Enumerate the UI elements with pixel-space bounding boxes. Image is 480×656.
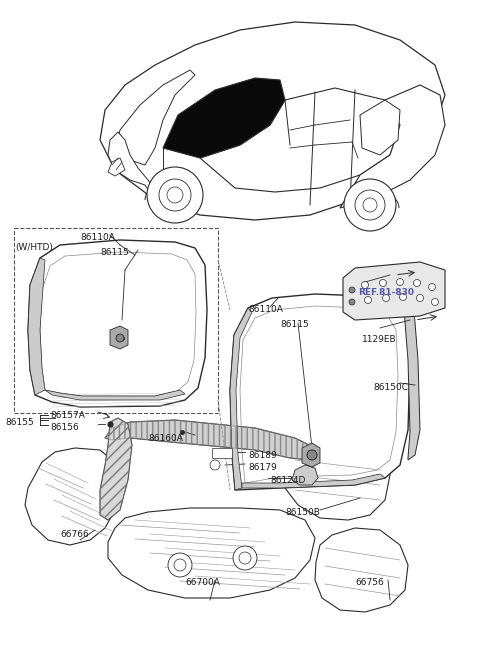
Circle shape [116,334,124,342]
Polygon shape [302,443,320,467]
Polygon shape [212,448,232,458]
Circle shape [349,299,355,305]
Bar [14,228,218,413]
Polygon shape [343,262,445,320]
Text: 86115: 86115 [100,248,129,257]
Circle shape [364,297,372,304]
Circle shape [413,279,420,287]
Text: 66756: 66756 [355,578,384,587]
Polygon shape [315,528,408,612]
Text: 86150B: 86150B [285,508,320,517]
Polygon shape [100,418,132,520]
Polygon shape [285,442,390,520]
Circle shape [417,295,423,302]
Circle shape [210,460,220,470]
Text: 86155: 86155 [5,418,34,427]
Circle shape [349,287,355,293]
Polygon shape [40,252,196,396]
Polygon shape [28,240,207,407]
Polygon shape [163,78,285,158]
Text: 86179: 86179 [248,463,277,472]
Polygon shape [360,100,400,155]
Circle shape [167,187,183,203]
Polygon shape [242,474,385,488]
Polygon shape [108,158,125,176]
Text: REF.81-830: REF.81-830 [358,288,414,297]
Circle shape [399,293,407,300]
Text: 86115: 86115 [280,320,309,329]
Polygon shape [200,88,400,192]
Polygon shape [240,306,398,483]
Text: 66700A: 66700A [185,578,220,587]
Circle shape [307,450,317,460]
Polygon shape [230,308,252,490]
Text: 86189: 86189 [248,451,277,460]
Polygon shape [25,448,118,545]
Text: 86160A: 86160A [148,434,183,443]
Polygon shape [45,390,185,400]
Circle shape [432,298,439,306]
Polygon shape [230,294,410,490]
Text: 86156: 86156 [50,423,79,432]
Polygon shape [105,420,315,460]
Text: 86110A: 86110A [80,233,115,242]
Text: 86150C: 86150C [373,383,408,392]
Polygon shape [110,326,128,349]
Circle shape [174,559,186,571]
Text: 86110A: 86110A [248,305,283,314]
Polygon shape [292,465,318,485]
Text: 86157A: 86157A [50,411,85,420]
Circle shape [239,552,251,564]
Circle shape [429,283,435,291]
Circle shape [361,281,369,289]
Polygon shape [108,508,315,598]
Polygon shape [108,132,160,200]
Polygon shape [340,85,445,208]
Circle shape [233,546,257,570]
Circle shape [396,279,404,285]
Circle shape [159,179,191,211]
Circle shape [383,295,389,302]
Text: 1129EB: 1129EB [362,335,396,344]
Circle shape [380,279,386,287]
Circle shape [363,198,377,212]
Polygon shape [28,258,45,395]
Polygon shape [100,22,445,220]
Circle shape [147,167,203,223]
Circle shape [168,553,192,577]
Text: 86124D: 86124D [270,476,305,485]
Text: 66766: 66766 [60,530,89,539]
Circle shape [344,179,396,231]
Polygon shape [404,305,420,460]
Circle shape [355,190,385,220]
Text: (W/HTD): (W/HTD) [15,243,53,252]
Polygon shape [115,70,195,165]
